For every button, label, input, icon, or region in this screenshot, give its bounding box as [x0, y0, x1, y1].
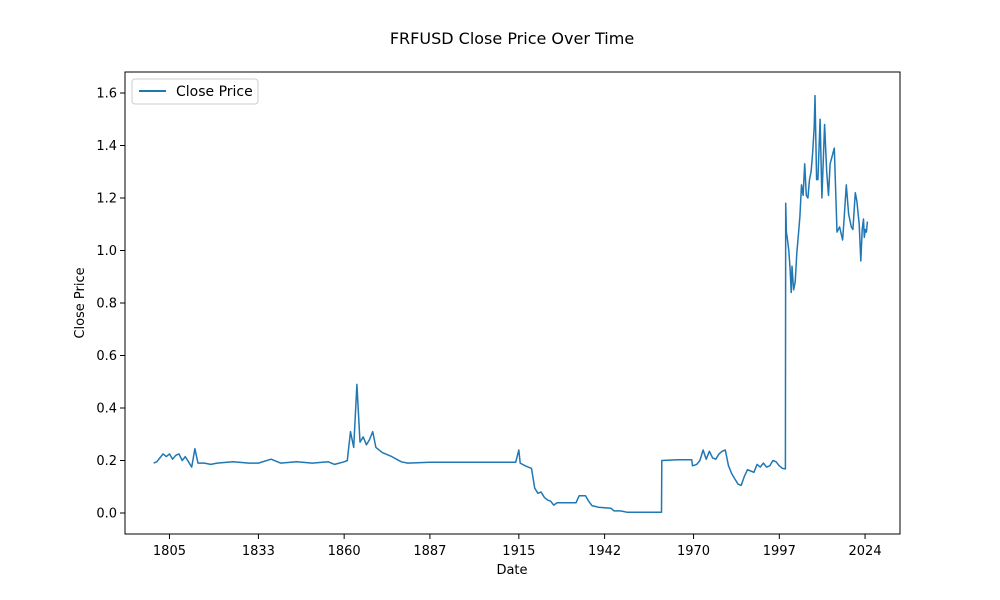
y-tick-label: 0.0 [96, 507, 117, 522]
x-tick-label: 2024 [849, 544, 882, 559]
legend: Close Price [131, 78, 259, 105]
x-axis-title: Date [496, 563, 527, 578]
y-axis-title: Close Price [73, 267, 88, 338]
y-axis: 0.0 0.2 0.4 0.6 0.8 1.0 1.2 1.4 1.6 [96, 87, 125, 522]
x-tick-label: 1970 [677, 544, 710, 559]
x-tick-label: 1942 [588, 544, 621, 559]
x-tick-label: 1915 [502, 544, 535, 559]
y-tick-label: 1.6 [96, 87, 117, 102]
y-tick-label: 1.4 [96, 139, 117, 154]
x-tick-label: 1997 [763, 544, 796, 559]
x-axis: 1805 1833 1860 1887 1915 1942 1970 1997 2024 [153, 534, 882, 559]
chart-title: FRFUSD Close Price Over Time [390, 29, 634, 48]
legend-label: Close Price [176, 84, 253, 100]
y-tick-label: 1.0 [96, 244, 117, 259]
y-tick-label: 0.8 [96, 297, 117, 312]
y-tick-label: 1.2 [96, 192, 117, 207]
x-tick-label: 1833 [242, 544, 275, 559]
y-tick-label: 0.4 [96, 402, 117, 417]
legend-box [131, 78, 259, 105]
x-tick-label: 1887 [413, 544, 446, 559]
y-tick-label: 0.6 [96, 349, 117, 364]
x-tick-label: 1860 [328, 544, 361, 559]
close-price-line [153, 94, 869, 513]
y-tick-label: 0.2 [96, 454, 117, 469]
x-tick-label: 1805 [153, 544, 186, 559]
